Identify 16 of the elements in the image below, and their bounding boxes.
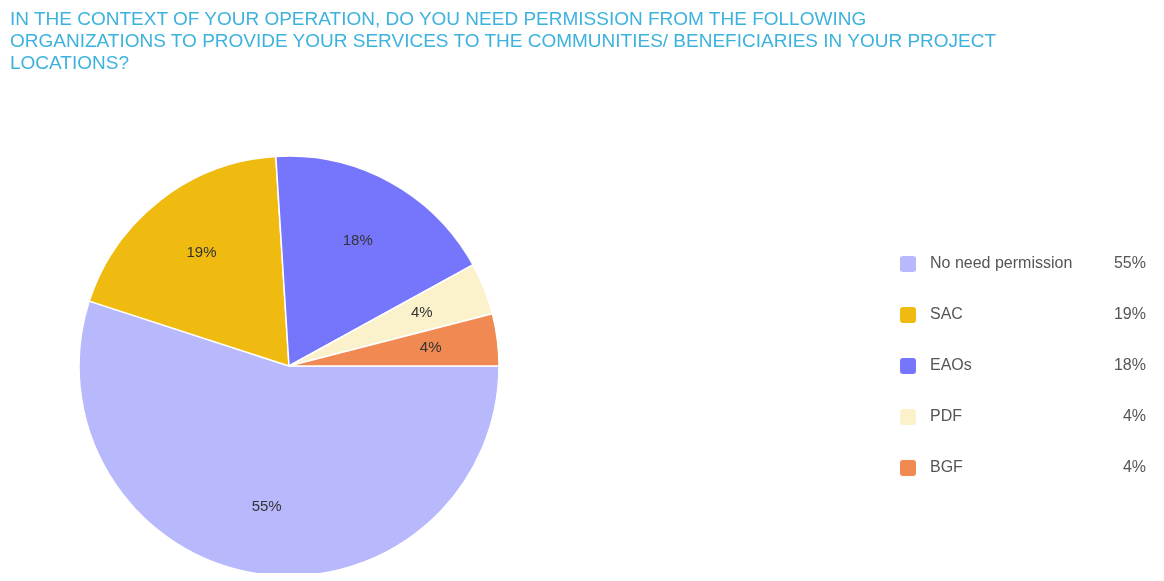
text: 4% — [1122, 458, 1146, 476]
legend-label: SAC — [930, 305, 963, 323]
legend-label: EAOs — [930, 356, 972, 374]
data-label: 4% — [419, 338, 442, 356]
text: 19% — [1113, 305, 1146, 323]
legend-label: PDF — [930, 407, 963, 425]
data-label: 4% — [410, 303, 433, 321]
chart-title: IN THE CONTEXT OF YOUR OPERATION, DO YOU NEED PERMISSION FROM THE FOLLOWING ORGANIZATIONS TO PROVIDE YOUR SERVICES TO THE COMMUNITIES/ BENEFICIARIES IN YOUR PROJECT LOCATIONS? — [10, 8, 997, 73]
text: 4% — [1122, 407, 1146, 425]
data-label: 19% — [186, 243, 217, 261]
data-label: 55% — [251, 497, 282, 515]
legend-label: BGF — [930, 458, 964, 476]
data-label: 18% — [342, 230, 373, 248]
legend-label: No need permission — [930, 254, 1073, 272]
text: 18% — [1113, 356, 1146, 374]
text: 55% — [1113, 254, 1146, 272]
